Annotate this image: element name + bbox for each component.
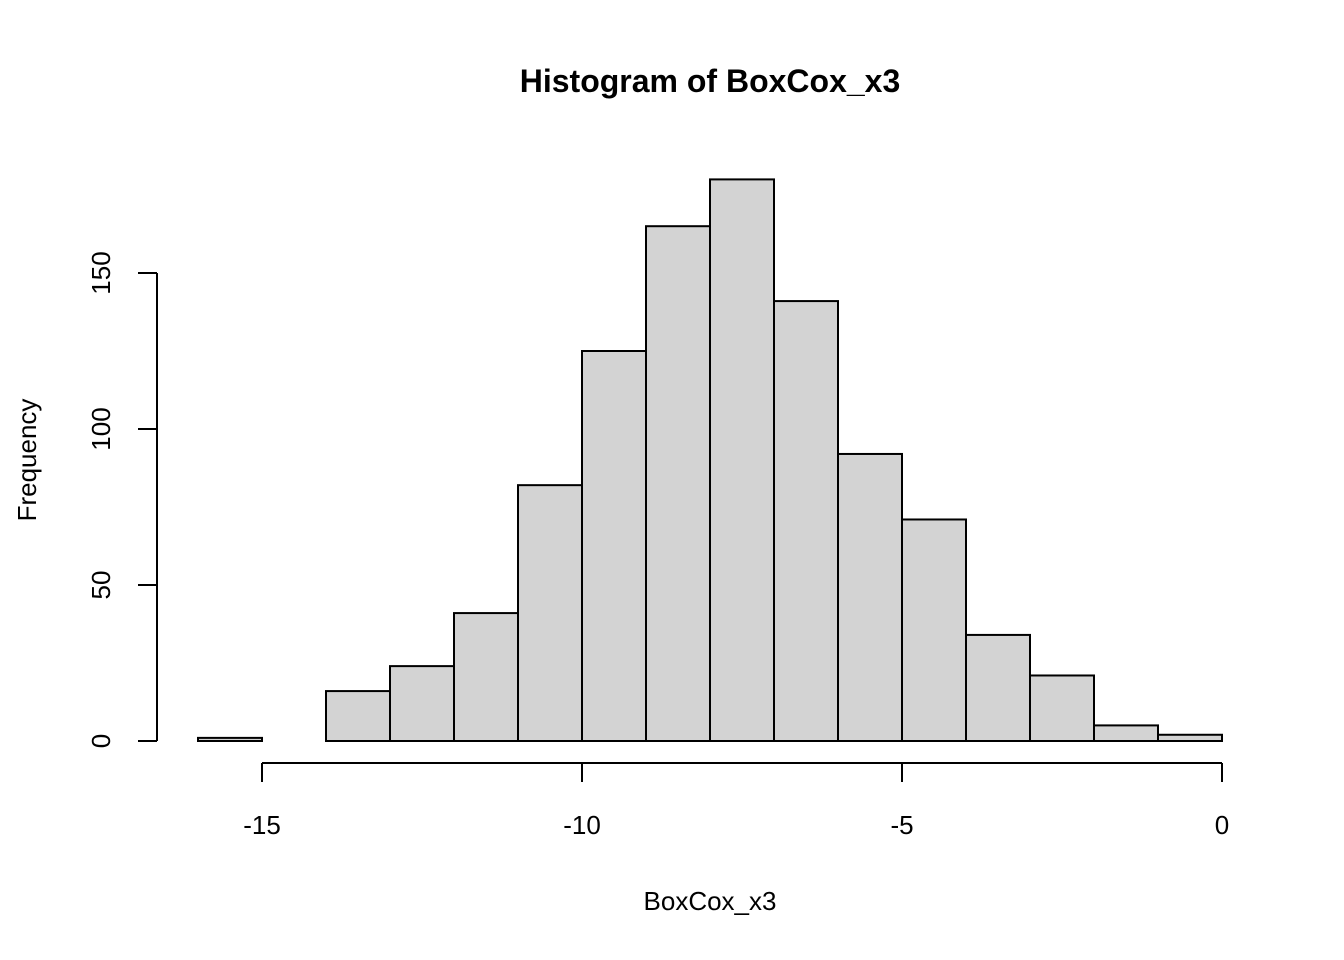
histogram-bar [581, 350, 647, 742]
x-tick-label: 0 [1215, 810, 1229, 840]
x-tick-label: -10 [563, 810, 601, 840]
histogram-bar [965, 633, 1031, 742]
histogram-bar [1093, 724, 1159, 743]
histogram-bar [1029, 674, 1095, 742]
y-axis-label: Frequency [12, 399, 42, 522]
histogram-bar [901, 518, 967, 742]
histogram-bar [325, 690, 391, 743]
y-tick-label: 0 [86, 734, 116, 748]
histogram-bar [517, 484, 583, 742]
x-tick-label: -15 [243, 810, 281, 840]
histogram-bar [197, 736, 263, 743]
chart-title: Histogram of BoxCox_x3 [520, 63, 901, 99]
histogram-bar [1157, 733, 1223, 743]
histogram-bar [645, 225, 711, 742]
histogram-bar [773, 300, 839, 742]
histogram-bar [709, 178, 775, 742]
histogram-bar [837, 452, 903, 742]
histogram-bar [453, 612, 519, 743]
y-axis: 0 50 100 150 [86, 251, 158, 748]
y-tick-label: 150 [86, 251, 116, 294]
bars-group [197, 178, 1223, 743]
x-axis: -15 -10 -5 0 [243, 762, 1229, 840]
y-tick-label: 50 [86, 571, 116, 600]
x-tick-label: -5 [890, 810, 913, 840]
y-tick-label: 100 [86, 407, 116, 450]
x-axis-label: BoxCox_x3 [644, 886, 777, 916]
histogram-bar [389, 665, 455, 742]
